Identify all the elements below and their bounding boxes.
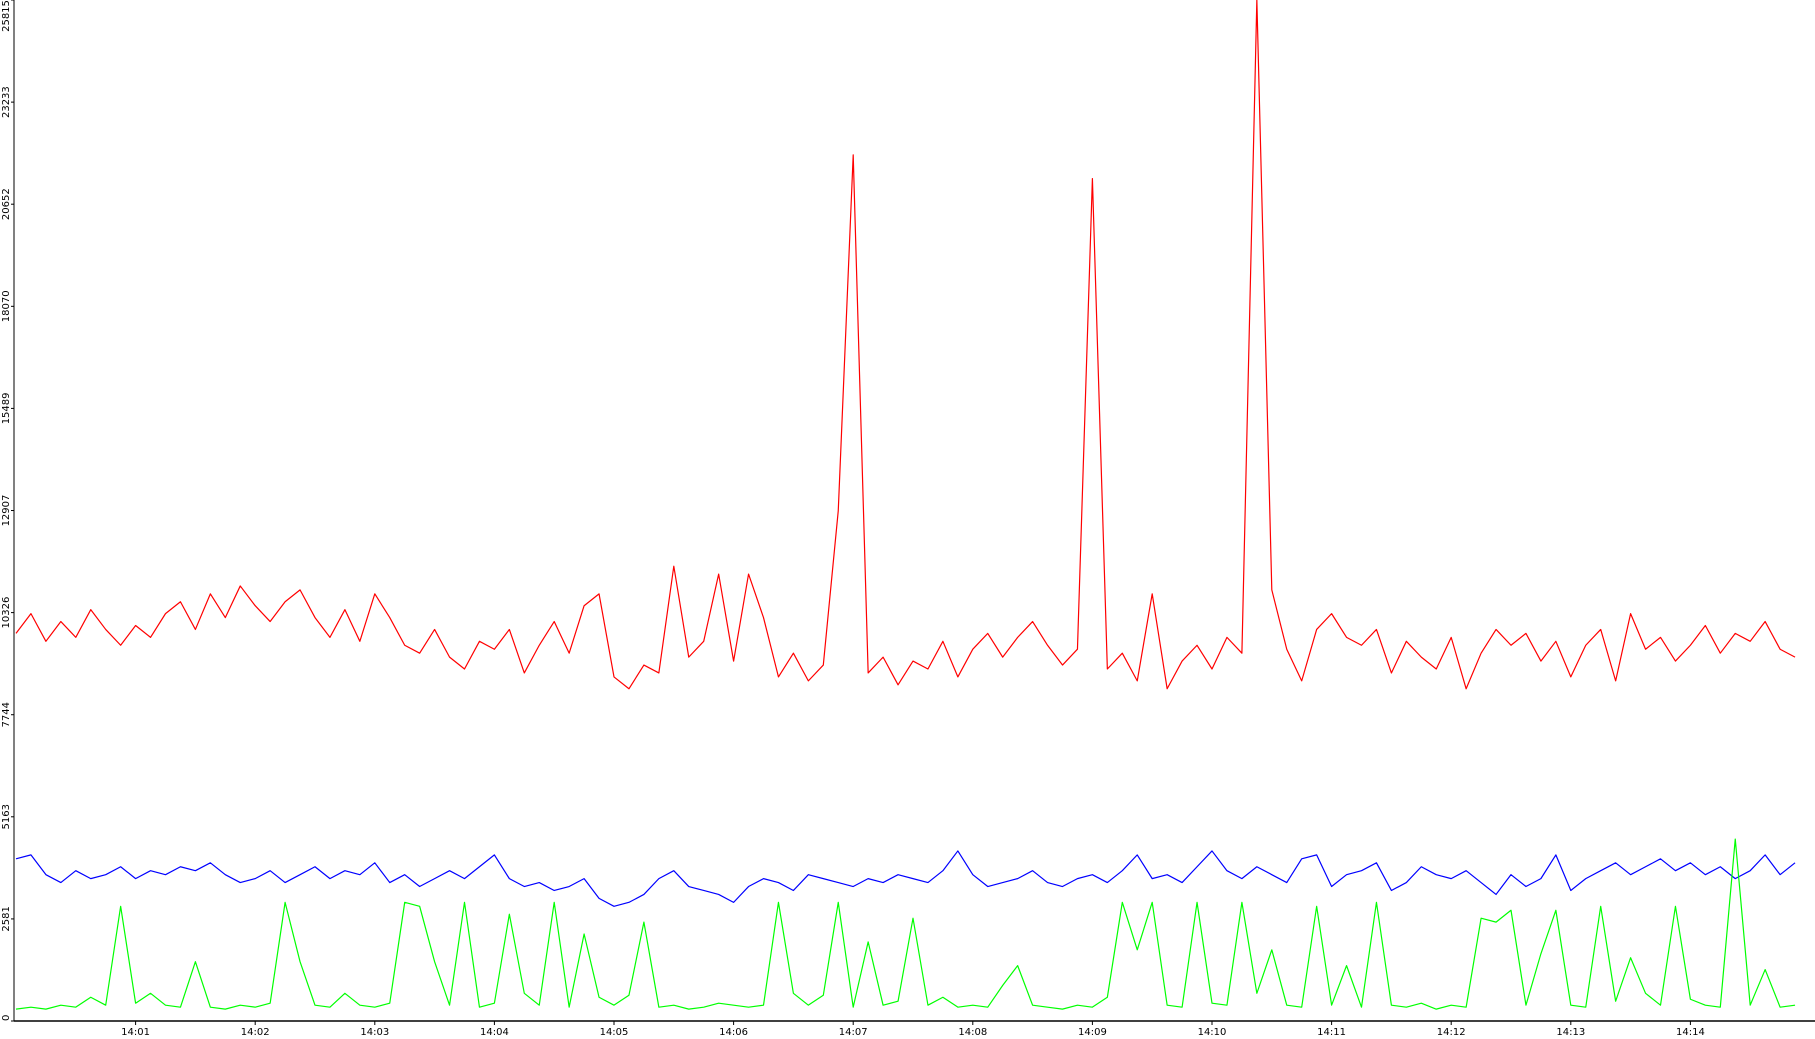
x-tick-label: 14:12 [1437, 1027, 1466, 1038]
y-tick-label: 5163 [1, 804, 12, 829]
x-tick-label: 14:08 [958, 1027, 987, 1038]
x-tick-label: 14:03 [360, 1027, 389, 1038]
x-tick-label: 14:09 [1078, 1027, 1107, 1038]
y-tick-label: 2581 [1, 906, 12, 931]
x-tick-label: 14:10 [1198, 1027, 1227, 1038]
y-tick-label: 15489 [1, 392, 12, 424]
x-tick-label: 14:02 [241, 1027, 270, 1038]
x-tick-label: 14:05 [600, 1027, 629, 1038]
y-tick-label: 10326 [1, 597, 12, 629]
x-tick-label: 14:14 [1676, 1027, 1705, 1038]
series-line [15, 838, 1796, 1010]
y-tick-label: 25815 [1, 0, 12, 32]
y-tick-label: 7744 [1, 702, 12, 727]
y-tick-label: 18070 [1, 290, 12, 322]
x-tick-label: 14:04 [480, 1027, 509, 1038]
x-tick-label: 14:06 [719, 1027, 748, 1038]
x-tick-label: 14:01 [121, 1027, 150, 1038]
y-tick-label: 23233 [1, 86, 12, 118]
x-tick-label: 14:07 [839, 1027, 868, 1038]
y-tick-label: 12907 [1, 495, 12, 527]
series-line [15, 0, 1796, 690]
x-tick-label: 14:11 [1317, 1027, 1346, 1038]
series-line [15, 850, 1796, 907]
y-tick-label: 0 [1, 1015, 12, 1021]
x-tick-label: 14:13 [1556, 1027, 1585, 1038]
y-tick-label: 20652 [1, 188, 12, 220]
